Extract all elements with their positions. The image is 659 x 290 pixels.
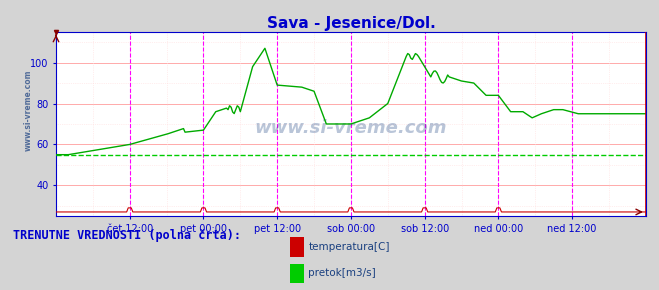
Text: www.si-vreme.com: www.si-vreme.com [254,119,447,137]
Text: pretok[m3/s]: pretok[m3/s] [308,268,376,278]
Text: TRENUTNE VREDNOSTI (polna črta):: TRENUTNE VREDNOSTI (polna črta): [13,229,241,242]
Bar [290,237,304,257]
Text: temperatura[C]: temperatura[C] [308,242,390,252]
Bar [290,264,304,283]
Title: Sava - Jesenice/Dol.: Sava - Jesenice/Dol. [266,16,436,31]
Text: www.si-vreme.com: www.si-vreme.com [24,69,32,151]
